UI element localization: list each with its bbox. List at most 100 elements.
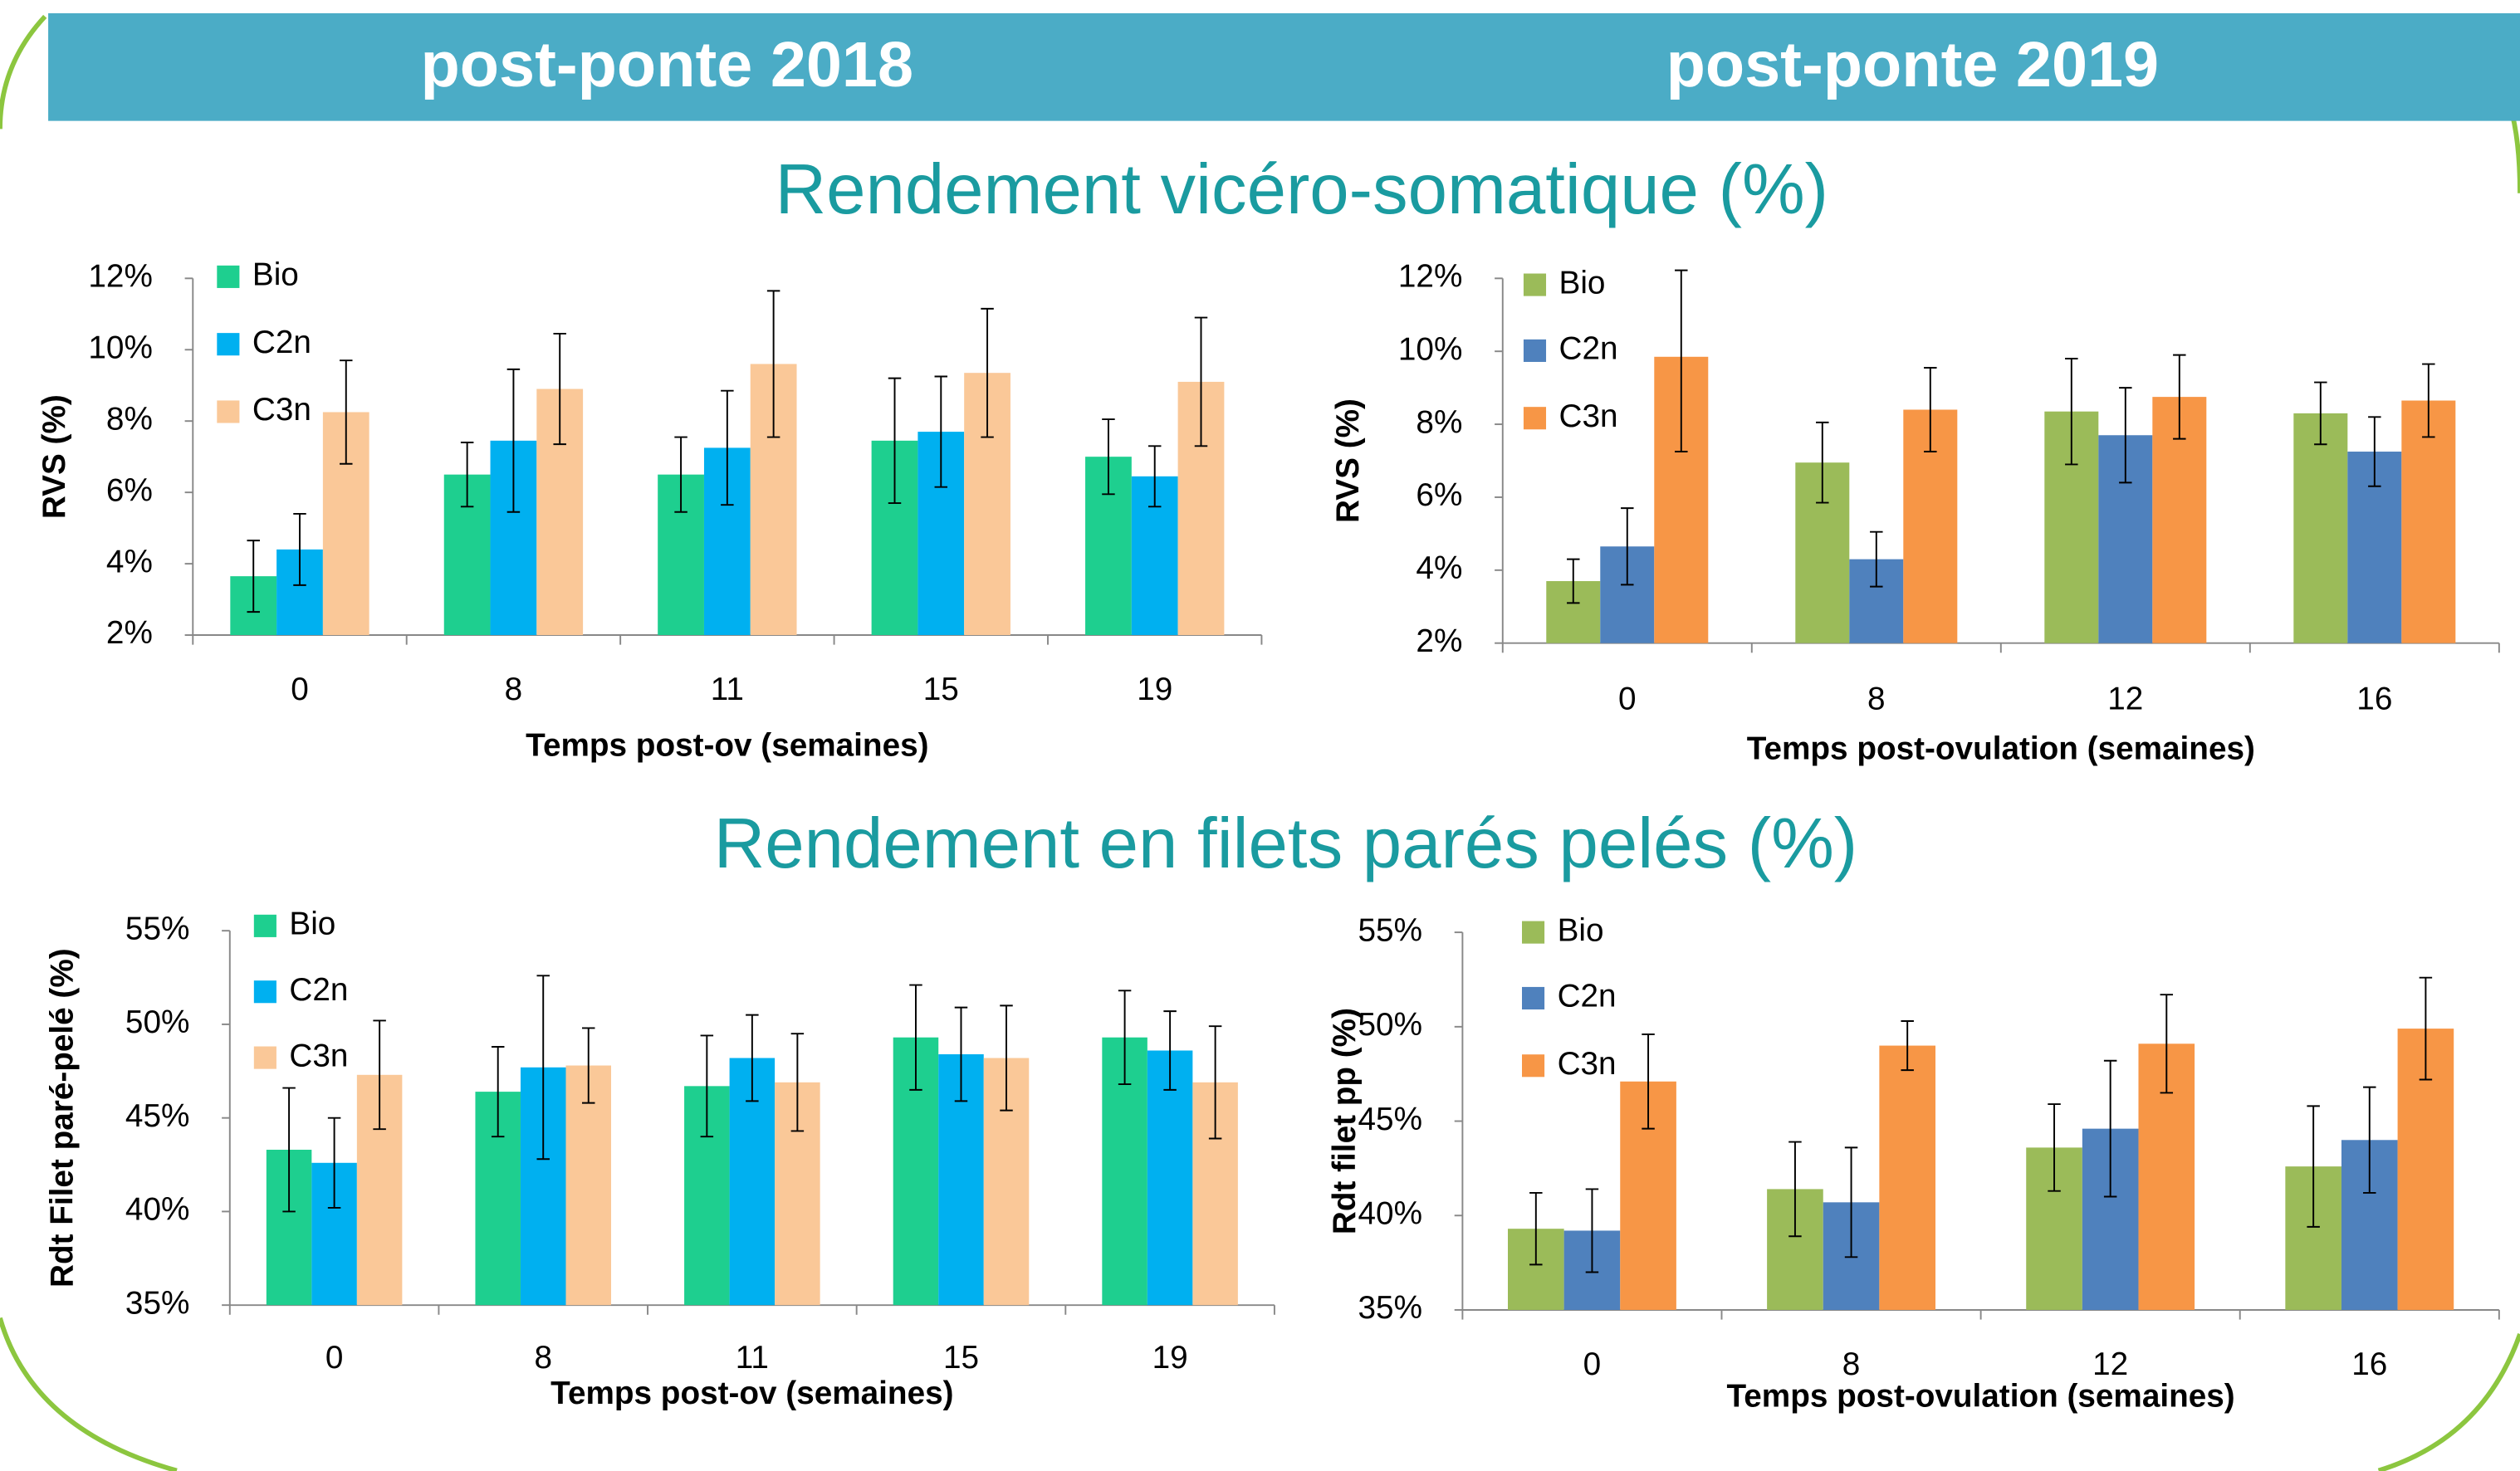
error-bar xyxy=(1621,507,1634,586)
y-tick-label: 4% xyxy=(1416,550,1462,586)
x-tick-label: 0 xyxy=(1618,682,1637,717)
x-tick-label: 16 xyxy=(2351,1346,2387,1382)
error-bar xyxy=(934,375,948,488)
error-bar xyxy=(460,442,474,508)
error-bar xyxy=(2368,416,2381,487)
x-axis-title: Temps post-ov (semaines) xyxy=(550,1376,953,1411)
error-bar xyxy=(582,1027,595,1104)
legend-label: C2n xyxy=(289,972,348,1008)
error-bar xyxy=(1163,1010,1177,1091)
error-bar xyxy=(1816,421,1829,504)
error-bar xyxy=(1118,990,1132,1086)
y-tick-label: 2% xyxy=(1416,623,1462,659)
y-tick-label: 8% xyxy=(1416,404,1462,440)
y-axis-title: RVS (%) xyxy=(37,394,72,519)
error-bar xyxy=(293,512,306,586)
error-bar xyxy=(491,1046,505,1138)
legend-label: Bio xyxy=(1559,265,1606,301)
legend-label: C2n xyxy=(1558,979,1617,1014)
y-tick-label: 55% xyxy=(1358,912,1422,948)
error-bar xyxy=(1147,445,1162,508)
border-arc xyxy=(0,14,47,130)
header-title: post-ponte 2019 xyxy=(1666,29,2160,100)
x-tick-label: 8 xyxy=(1842,1346,1861,1382)
x-tick-label: 8 xyxy=(1867,682,1886,717)
legend-label: C3n xyxy=(1559,398,1618,434)
x-axis-title: Temps post-ov (semaines) xyxy=(526,728,928,764)
error-bar xyxy=(506,368,521,513)
y-tick-label: 10% xyxy=(1398,331,1462,367)
error-bar xyxy=(2307,1105,2320,1228)
legend-swatch xyxy=(217,400,240,423)
y-tick-label: 6% xyxy=(106,472,153,508)
error-bar xyxy=(2048,1103,2061,1192)
error-bar xyxy=(536,975,550,1161)
x-tick-label: 15 xyxy=(943,1340,979,1376)
error-bar xyxy=(1788,1141,1802,1238)
section-title: Rendement vicéro-somatique (%) xyxy=(776,150,1828,229)
error-bar xyxy=(1675,269,1688,452)
y-tick-label: 40% xyxy=(125,1192,189,1228)
legend-swatch xyxy=(253,914,276,937)
y-tick-label: 6% xyxy=(1416,477,1462,513)
x-tick-label: 12 xyxy=(2107,682,2143,717)
error-bar xyxy=(1844,1146,1858,1258)
section-title: Rendement en filets parés pelés (%) xyxy=(714,804,1857,883)
y-tick-label: 50% xyxy=(1358,1007,1422,1043)
legend-label: C3n xyxy=(289,1038,348,1073)
x-axis-title: Temps post-ovulation (semaines) xyxy=(1727,1379,2235,1415)
error-bar xyxy=(1567,558,1580,604)
legend-swatch xyxy=(1522,1054,1545,1078)
legend-label: C2n xyxy=(252,325,311,360)
x-tick-label: 0 xyxy=(291,672,309,707)
legend-swatch xyxy=(1522,986,1545,1010)
error-bar xyxy=(247,540,260,613)
x-tick-label: 11 xyxy=(711,672,744,707)
error-bar xyxy=(1102,418,1115,496)
error-bar xyxy=(340,359,353,465)
y-tick-label: 12% xyxy=(1398,259,1462,295)
bar xyxy=(1147,1050,1193,1306)
legend-label: C3n xyxy=(252,392,311,428)
error-bar xyxy=(553,332,566,446)
bar xyxy=(2293,413,2348,643)
legend-swatch xyxy=(1523,407,1547,430)
x-tick-label: 19 xyxy=(1152,1340,1188,1376)
error-bar xyxy=(674,436,687,513)
header-title: post-ponte 2018 xyxy=(420,29,913,100)
error-bar xyxy=(2314,381,2327,446)
y-axis-title: Rdt Filet paré-pelé (%) xyxy=(45,948,81,1288)
error-bar xyxy=(373,1019,386,1131)
error-bar xyxy=(2103,1059,2117,1198)
error-bar xyxy=(746,1014,759,1102)
legend-label: C3n xyxy=(1558,1046,1617,1082)
y-tick-label: 35% xyxy=(125,1285,189,1321)
x-tick-label: 0 xyxy=(1583,1346,1602,1382)
y-tick-label: 10% xyxy=(88,330,152,365)
y-tick-label: 55% xyxy=(125,911,189,946)
legend-swatch xyxy=(217,333,240,356)
x-tick-label: 19 xyxy=(1137,672,1172,707)
error-bar xyxy=(327,1117,341,1209)
error-bar xyxy=(721,389,734,506)
y-tick-label: 4% xyxy=(106,544,153,579)
error-bar xyxy=(700,1034,714,1138)
legend-label: Bio xyxy=(289,907,335,942)
error-bar xyxy=(1194,316,1208,447)
legend-swatch xyxy=(1522,921,1545,944)
error-bar xyxy=(1901,1020,1914,1072)
error-bar xyxy=(2065,358,2078,466)
error-bar xyxy=(1642,1033,1655,1130)
error-bar xyxy=(2419,976,2433,1081)
error-bar xyxy=(981,307,994,438)
error-bar xyxy=(2119,387,2132,484)
x-tick-label: 12 xyxy=(2092,1346,2128,1382)
y-axis-title: Rdt filet pp (%) xyxy=(1327,1008,1363,1234)
legend-swatch xyxy=(253,1046,276,1069)
x-tick-label: 15 xyxy=(923,672,959,707)
legend-label: C2n xyxy=(1559,331,1618,367)
x-tick-label: 16 xyxy=(2356,682,2392,717)
y-tick-label: 35% xyxy=(1358,1290,1422,1326)
